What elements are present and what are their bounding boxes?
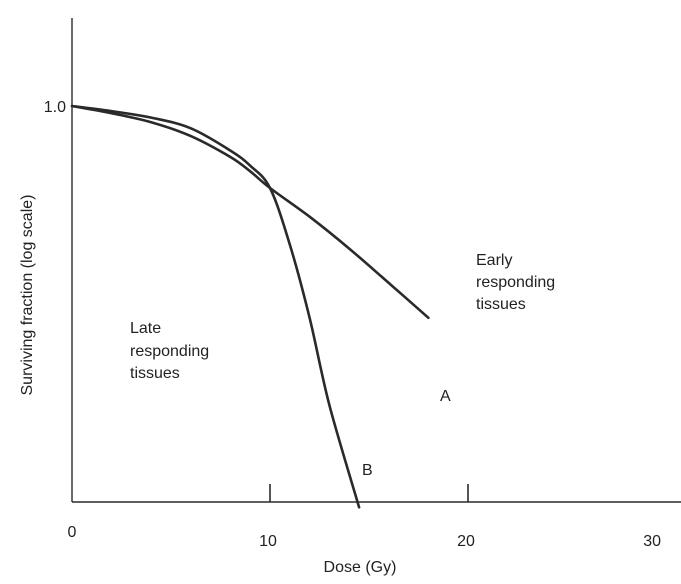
- early-tissues-annotation: Early responding tissues: [476, 252, 560, 313]
- early-line-3: tissues: [476, 296, 526, 313]
- late-line-2: responding: [130, 343, 209, 360]
- late-line-1: Late: [130, 320, 161, 337]
- early-line-1: Early: [476, 252, 512, 269]
- y-tick-labels: 1.0: [44, 99, 66, 116]
- x-tick-label: 0: [68, 524, 77, 541]
- x-axis-title: Dose (Gy): [324, 559, 397, 576]
- x-tick-label: 20: [457, 533, 475, 550]
- series-lines: [70, 104, 430, 509]
- x-ticks: [269, 484, 469, 502]
- series-a-label: A: [440, 388, 451, 405]
- late-line-3: tissues: [130, 365, 180, 382]
- y-axis-title: Surviving fraction (log scale): [19, 195, 36, 396]
- x-tick-label: 30: [643, 533, 661, 550]
- y-tick-label: 1.0: [44, 99, 66, 116]
- series-b-label: B: [362, 462, 373, 479]
- series-line-b: [70, 104, 361, 509]
- series-line-a: [70, 104, 430, 320]
- x-tick-labels: 0 10 20 30: [68, 524, 662, 550]
- x-tick-label: 10: [259, 533, 277, 550]
- early-line-2: responding: [476, 274, 555, 291]
- late-tissues-annotation: Late responding tissues: [130, 320, 214, 382]
